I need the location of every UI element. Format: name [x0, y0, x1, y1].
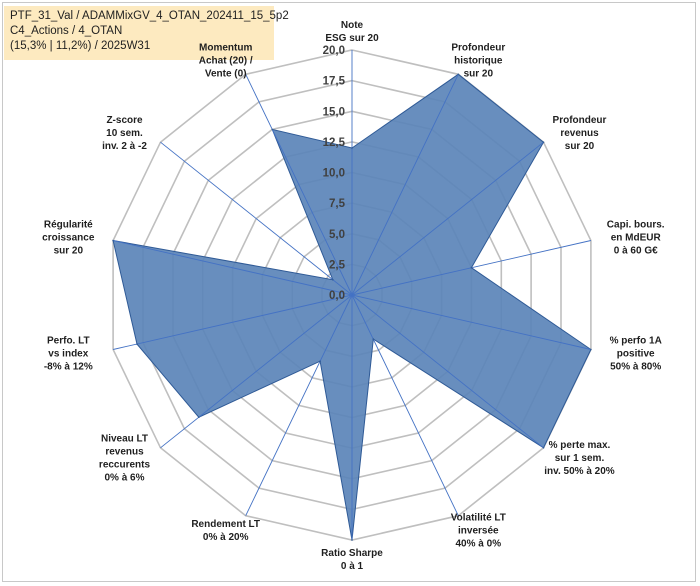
- data-point-7: [351, 539, 353, 541]
- data-point-10: [136, 343, 138, 345]
- tick-label-0: 0,0: [329, 290, 345, 302]
- spoke-4: [351, 294, 592, 350]
- axis-label-0: Note ESG sur 20: [325, 20, 379, 44]
- axis-label-1: Profondeur historique sur 20: [451, 42, 505, 79]
- axis-label-3: Capi. bours. en MdEUR 0 à 60 G€: [607, 219, 665, 256]
- spoke-2: [351, 141, 544, 296]
- tick-label-4: 10,0: [323, 168, 345, 180]
- data-point-4: [590, 348, 592, 351]
- axis-label-line: Rendement LT: [191, 519, 260, 530]
- tick-label-5: 12,5: [323, 137, 346, 149]
- axis-label-line: en MdEUR: [611, 232, 662, 243]
- axis-label-line: ESG sur 20: [325, 33, 379, 44]
- data-point-12: [332, 278, 334, 281]
- spoke-1: [351, 74, 459, 296]
- spoke-8: [245, 294, 353, 516]
- data-point-3: [470, 266, 473, 269]
- data-point-11: [112, 239, 114, 242]
- axis-label-line: sur 20: [464, 68, 494, 79]
- axis-label-6: Volatilité LT inversée 40% à 0%: [451, 513, 506, 550]
- spoke-13: [245, 74, 353, 296]
- axis-label-7: Ratio Sharpe 0 à 1: [321, 548, 383, 572]
- axis-label-line: revenus: [105, 447, 144, 458]
- data-point-6: [372, 338, 375, 340]
- axis-label-line: -8% à 12%: [44, 362, 93, 373]
- axis-label-line: inversée: [458, 526, 499, 537]
- data-point-0: [351, 147, 353, 149]
- data-point-1: [457, 73, 460, 76]
- axis-label-line: Régularité: [44, 219, 93, 230]
- axis-label-13: Momentum Achat (20) / Vente (0): [199, 42, 253, 79]
- axis-label-line: 50% à 80%: [610, 362, 661, 373]
- spoke-6: [351, 294, 459, 516]
- axis-label-4: % perfo 1A positive 50% à 80%: [610, 336, 662, 373]
- axis-label-line: croissance: [42, 232, 95, 243]
- data-point-2: [542, 141, 545, 143]
- axis-label-line: revenus: [560, 128, 599, 139]
- axis-label-line: Ratio Sharpe: [321, 548, 383, 559]
- axis-label-line: sur 20: [54, 245, 84, 256]
- axis-label-line: 10 sem.: [106, 128, 143, 139]
- axis-label-line: 0% à 6%: [104, 473, 144, 484]
- tick-label-7: 17,5: [323, 76, 346, 88]
- spoke-10: [112, 294, 353, 350]
- axis-label-line: sur 20: [565, 141, 595, 152]
- axis-label-line: Note: [341, 20, 364, 31]
- axis-label-line: reccurents: [99, 460, 151, 471]
- title-line-2: C4_Actions / 4_OTAN: [10, 25, 123, 37]
- axis-label-line: inv. 2 à -2: [102, 141, 147, 152]
- title-line-1: PTF_31_Val / ADAMMixGV_4_OTAN_202411_15_…: [10, 10, 289, 22]
- axis-label-line: sur 1 sem.: [555, 453, 605, 464]
- axis-label-9: Niveau LT revenus reccurents 0% à 6%: [99, 434, 151, 484]
- data-point-9: [198, 416, 200, 419]
- axis-label-line: % perfo 1A: [610, 336, 662, 347]
- axis-label-line: 40% à 0%: [456, 539, 502, 550]
- axis-label-line: inv. 50% à 20%: [544, 466, 615, 477]
- axis-label-line: Profondeur: [451, 42, 505, 53]
- axis-label-line: Vente (0): [205, 68, 247, 79]
- axis-label-5: % perte max. sur 1 sem. inv. 50% à 20%: [544, 440, 615, 477]
- axis-label-line: % perte max.: [549, 440, 611, 451]
- tick-label-8: 20,0: [323, 45, 345, 57]
- spoke-12: [160, 141, 353, 296]
- axis-label-line: Capi. bours.: [607, 219, 665, 230]
- data-point-5: [542, 447, 545, 449]
- axis-label-line: Momentum: [199, 42, 252, 53]
- tick-label-6: 15,0: [323, 106, 345, 118]
- axis-label-line: Volatilité LT: [451, 513, 506, 524]
- title-line-3: (15,3% | 11,2%) / 2025W31: [10, 40, 151, 52]
- spoke-11: [112, 240, 353, 296]
- spoke-9: [160, 294, 353, 449]
- axis-label-8: Rendement LT 0% à 20%: [191, 519, 260, 543]
- axis-label-line: Niveau LT: [101, 434, 148, 445]
- tick-label-2: 5,0: [329, 229, 345, 241]
- axis-label-line: 0 à 60 G€: [614, 245, 658, 256]
- axis-label-2: Profondeur revenus sur 20: [553, 115, 607, 152]
- axis-label-line: 0 à 1: [341, 561, 364, 572]
- chart-title-box: PTF_31_Val / ADAMMixGV_4_OTAN_202411_15_…: [4, 6, 289, 60]
- axis-label-10: Perfo. LT vs index -8% à 12%: [44, 336, 93, 373]
- axis-label-11: Régularité croissance sur 20: [42, 219, 95, 256]
- axis-label-line: vs index: [48, 349, 88, 360]
- axis-label-line: Z-score: [106, 115, 143, 126]
- axis-label-line: 0% à 20%: [203, 532, 249, 543]
- data-point-13: [271, 128, 274, 131]
- axis-label-12: Z-score 10 sem. inv. 2 à -2: [102, 115, 147, 152]
- data-point-8: [319, 360, 321, 363]
- axis-label-line: positive: [617, 349, 655, 360]
- axis-label-line: Perfo. LT: [47, 336, 90, 347]
- spoke-5: [351, 294, 544, 449]
- axis-label-line: Profondeur: [553, 115, 607, 126]
- tick-label-1: 2,5: [329, 259, 346, 271]
- tick-label-3: 7,5: [329, 198, 346, 210]
- axis-label-line: historique: [454, 55, 503, 66]
- axis-label-line: Achat (20) /: [199, 55, 253, 66]
